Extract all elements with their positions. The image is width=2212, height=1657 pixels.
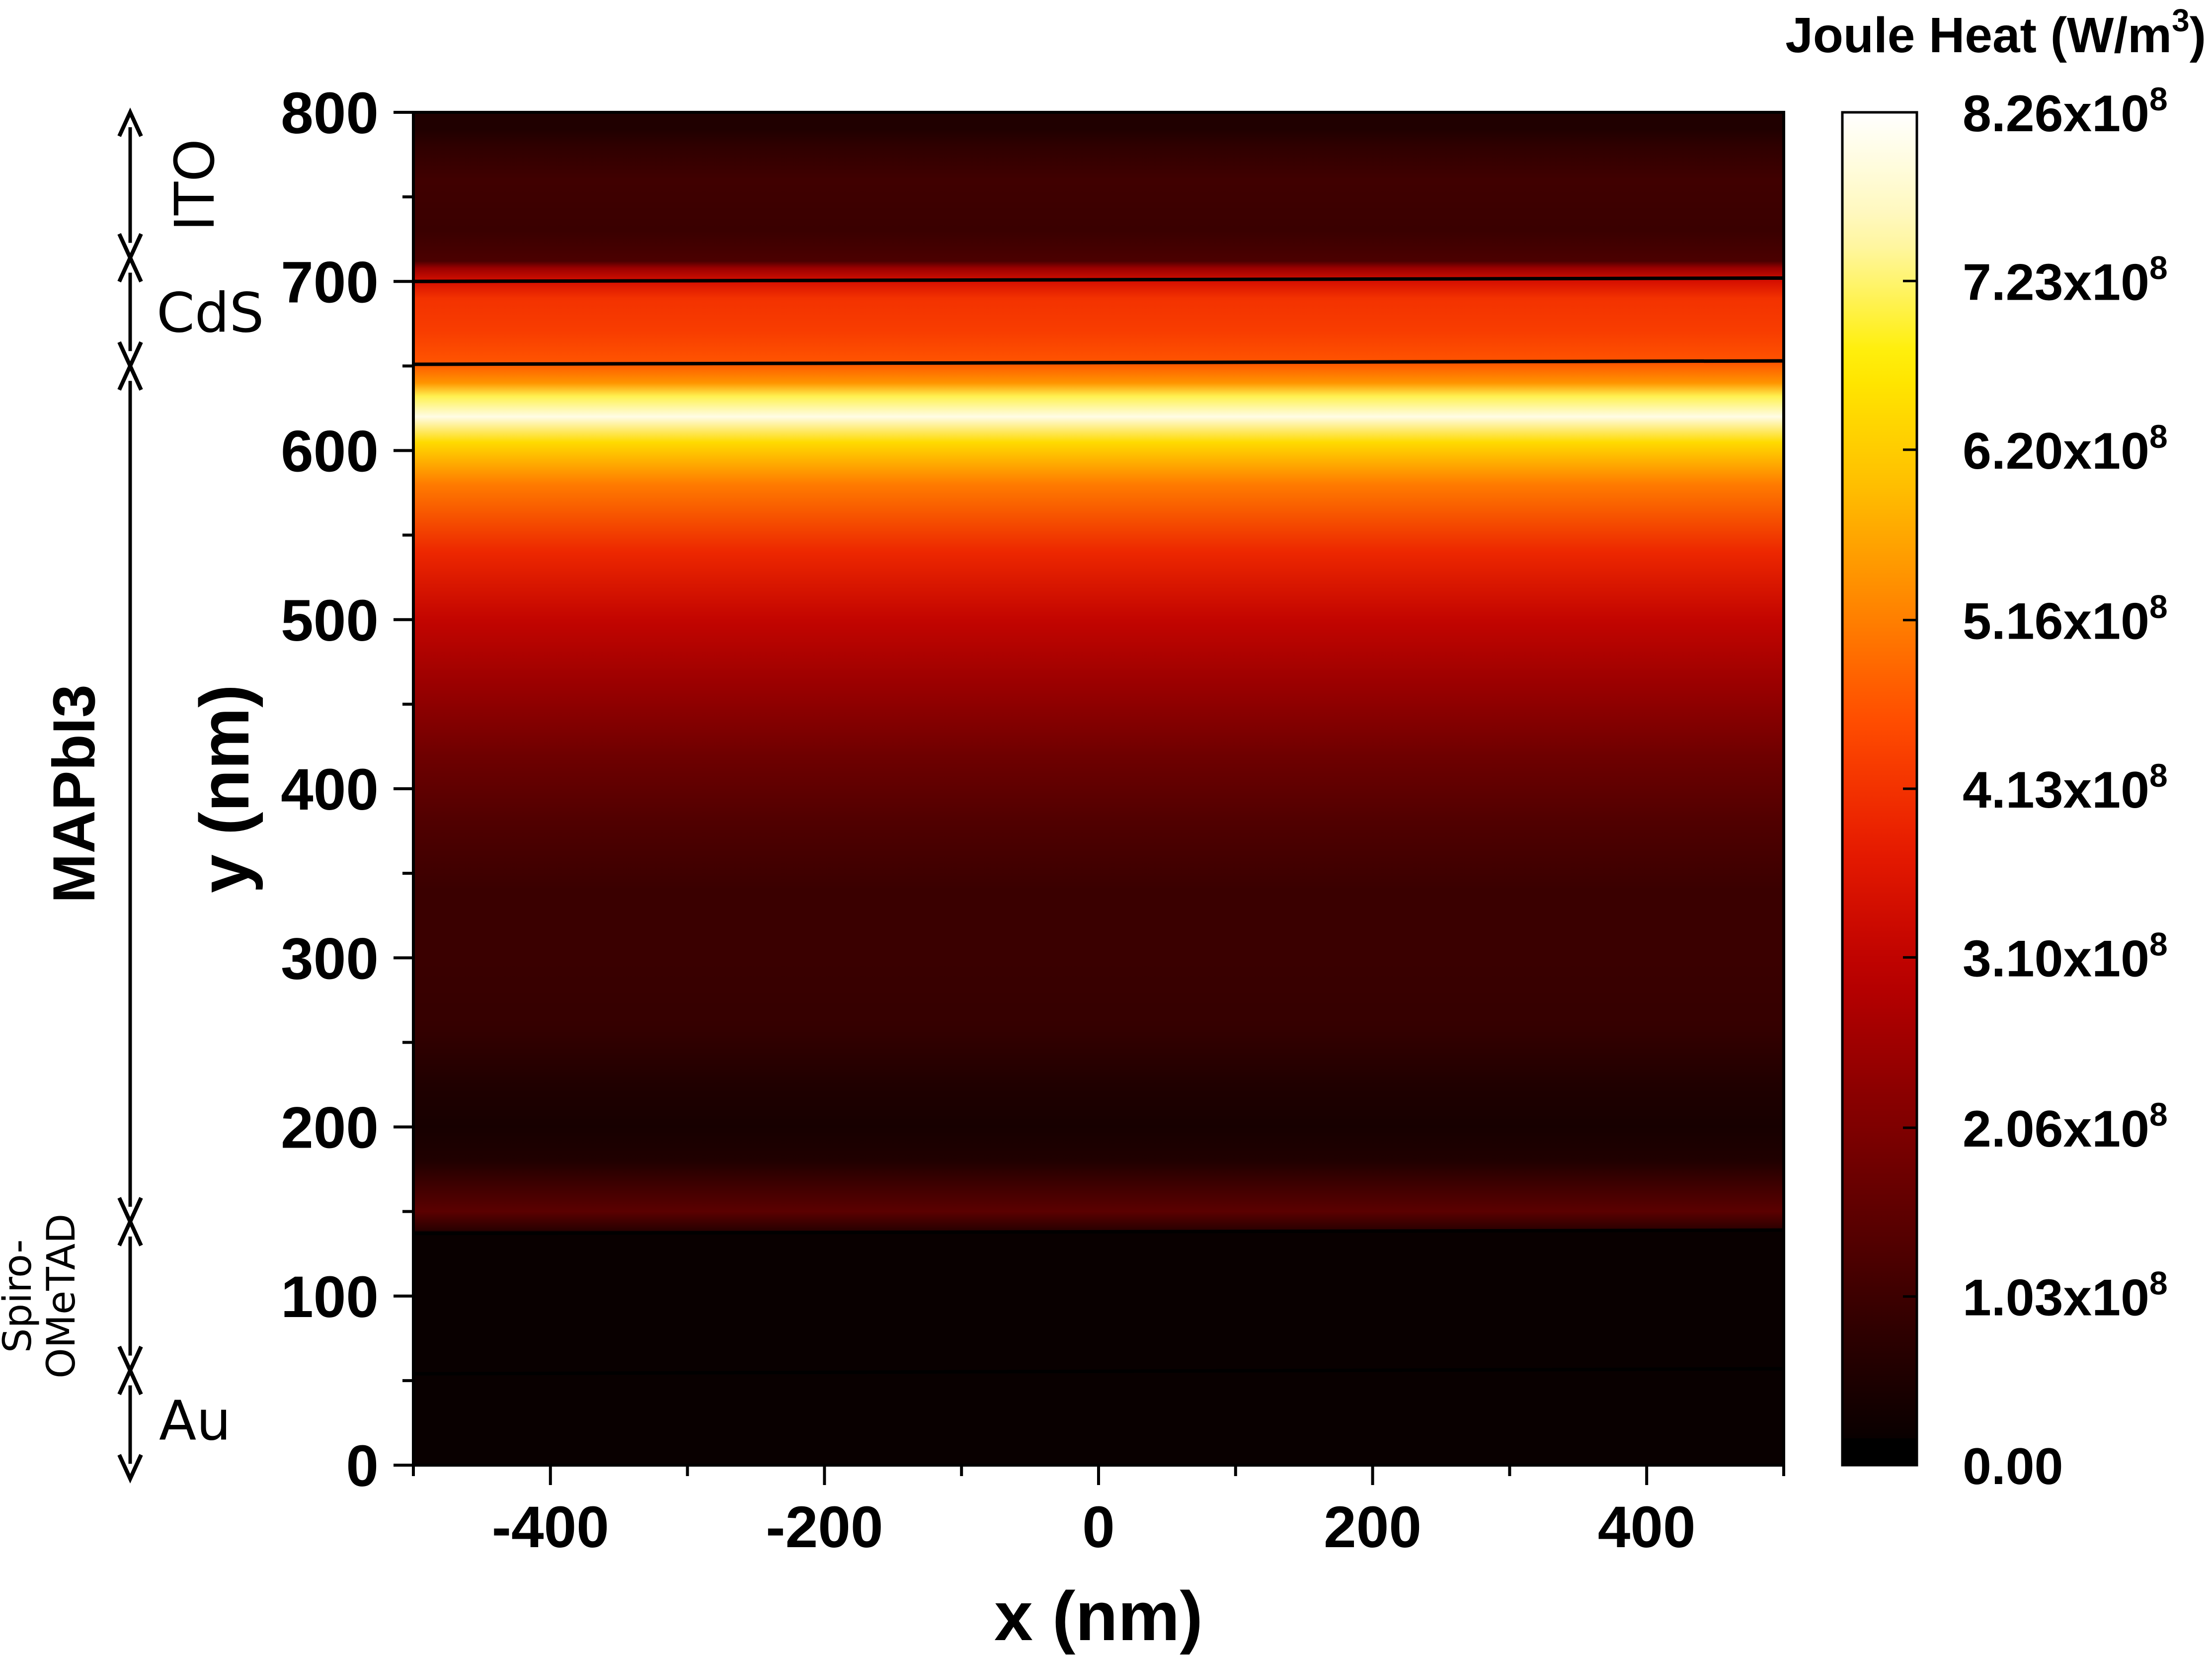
colorbar-title-end: ) bbox=[2190, 7, 2206, 63]
layer-label-spiro-line2: OMeTAD bbox=[39, 1214, 84, 1379]
layer-label-cds: CdS bbox=[157, 281, 264, 344]
colorbar-tick-mantissa: 8.26x10 bbox=[1963, 85, 2149, 143]
layer-label-ito: ITO bbox=[163, 139, 227, 231]
colorbar-tick-exponent: 8 bbox=[2149, 81, 2168, 117]
colorbar-zero-band bbox=[1842, 1438, 1917, 1465]
interface-line bbox=[413, 1367, 1784, 1376]
interface-lines bbox=[413, 276, 1784, 1376]
interface-line bbox=[413, 276, 1784, 283]
y-tick-label: 500 bbox=[281, 588, 379, 654]
colorbar-tick-label: 7.23x108 bbox=[1963, 249, 2168, 311]
heatmap-field bbox=[413, 112, 1784, 1465]
colorbar-tick-mantissa: 7.23x10 bbox=[1963, 253, 2149, 311]
y-tick-label: 700 bbox=[281, 249, 379, 315]
y-tick-label: 200 bbox=[281, 1095, 379, 1161]
heatmap-plot bbox=[412, 111, 1785, 1467]
colorbar-tick-label: 0.00 bbox=[1963, 1438, 2063, 1495]
x-tick-label: -400 bbox=[492, 1494, 609, 1560]
interface-line bbox=[413, 359, 1784, 366]
y-axis-title: y (nm) bbox=[185, 684, 263, 893]
x-tick-label: 200 bbox=[1324, 1494, 1422, 1560]
colorbar-tick-label: 4.13x108 bbox=[1963, 757, 2168, 819]
layer-arrow-head-top bbox=[117, 1365, 143, 1396]
colorbar-tick-exponent: 8 bbox=[2149, 757, 2168, 794]
colorbar-tick-mantissa: 6.20x10 bbox=[1963, 422, 2149, 480]
colorbar-tick-label: 8.26x108 bbox=[1963, 81, 2168, 143]
colorbar-tick-mantissa: 0.00 bbox=[1963, 1438, 2063, 1495]
colorbar-tick-mantissa: 2.06x10 bbox=[1963, 1100, 2149, 1158]
colorbar-tick-label: 2.06x108 bbox=[1963, 1096, 2168, 1158]
x-tick-label: 400 bbox=[1598, 1494, 1696, 1560]
colorbar-tick-exponent: 8 bbox=[2149, 1096, 2168, 1133]
colorbar-tick-exponent: 8 bbox=[2149, 588, 2168, 625]
layer-arrow-head-top bbox=[117, 253, 143, 283]
colorbar-ticks: 8.26x1087.23x1086.20x1085.16x1084.13x108… bbox=[1903, 81, 2168, 1495]
colorbar-tick-exponent: 8 bbox=[2149, 418, 2168, 455]
x-tick-label: -200 bbox=[766, 1494, 883, 1560]
layer-label-spiro-line1: Spiro- bbox=[0, 1240, 40, 1353]
y-axis: 0 100 200 300 400 500 600 700 800 bbox=[281, 81, 413, 1499]
colorbar-tick-exponent: 8 bbox=[2149, 249, 2168, 286]
x-axis-title: x (nm) bbox=[994, 1577, 1203, 1655]
layer-arrow-head-bottom bbox=[117, 1454, 143, 1484]
colorbar-tick-label: 5.16x108 bbox=[1963, 588, 2168, 651]
layer-annotations: ITO CdS MAPbI3 Spiro-OMeTAD Au bbox=[0, 107, 264, 1484]
colorbar-title-sup: 3 bbox=[2172, 2, 2190, 38]
interface-line bbox=[413, 1228, 1784, 1236]
x-axis: -400 -200 0 200 400 bbox=[412, 1465, 1785, 1560]
colorbar-tick-label: 6.20x108 bbox=[1963, 418, 2168, 480]
colorbar-tick-label: 1.03x108 bbox=[1963, 1265, 2168, 1327]
x-tick-label: 0 bbox=[1082, 1494, 1115, 1560]
colorbar-tick-mantissa: 5.16x10 bbox=[1963, 593, 2149, 651]
layer-label-mapbi3: MAPbI3 bbox=[41, 684, 107, 903]
y-tick-label: 400 bbox=[281, 757, 379, 823]
colorbar-tick-mantissa: 4.13x10 bbox=[1963, 761, 2149, 819]
layer-arrow-head-top bbox=[117, 361, 143, 391]
layer-arrow-head-top bbox=[117, 107, 143, 137]
colorbar-tick-mantissa: 1.03x10 bbox=[1963, 1269, 2149, 1327]
y-tick-label: 100 bbox=[281, 1264, 379, 1330]
colorbar-title-main: Joule Heat (W/m bbox=[1785, 7, 2172, 63]
colorbar-tick-exponent: 8 bbox=[2149, 925, 2168, 962]
colorbar-tick-mantissa: 3.10x10 bbox=[1963, 930, 2149, 988]
y-tick-label: 800 bbox=[281, 81, 379, 146]
colorbar-tick-exponent: 8 bbox=[2149, 1265, 2168, 1302]
colorbar: 8.26x1087.23x1086.20x1085.16x1084.13x108… bbox=[1841, 81, 2168, 1495]
y-tick-label: 0 bbox=[346, 1433, 379, 1499]
colorbar-tick-label: 3.10x108 bbox=[1963, 925, 2168, 988]
colorbar-title: Joule Heat (W/m3) bbox=[1785, 2, 2206, 63]
y-tick-label: 300 bbox=[281, 926, 379, 992]
y-tick-label: 600 bbox=[281, 419, 379, 485]
layer-label-au: Au bbox=[159, 1389, 231, 1452]
layer-arrow-head-top bbox=[117, 1217, 143, 1246]
